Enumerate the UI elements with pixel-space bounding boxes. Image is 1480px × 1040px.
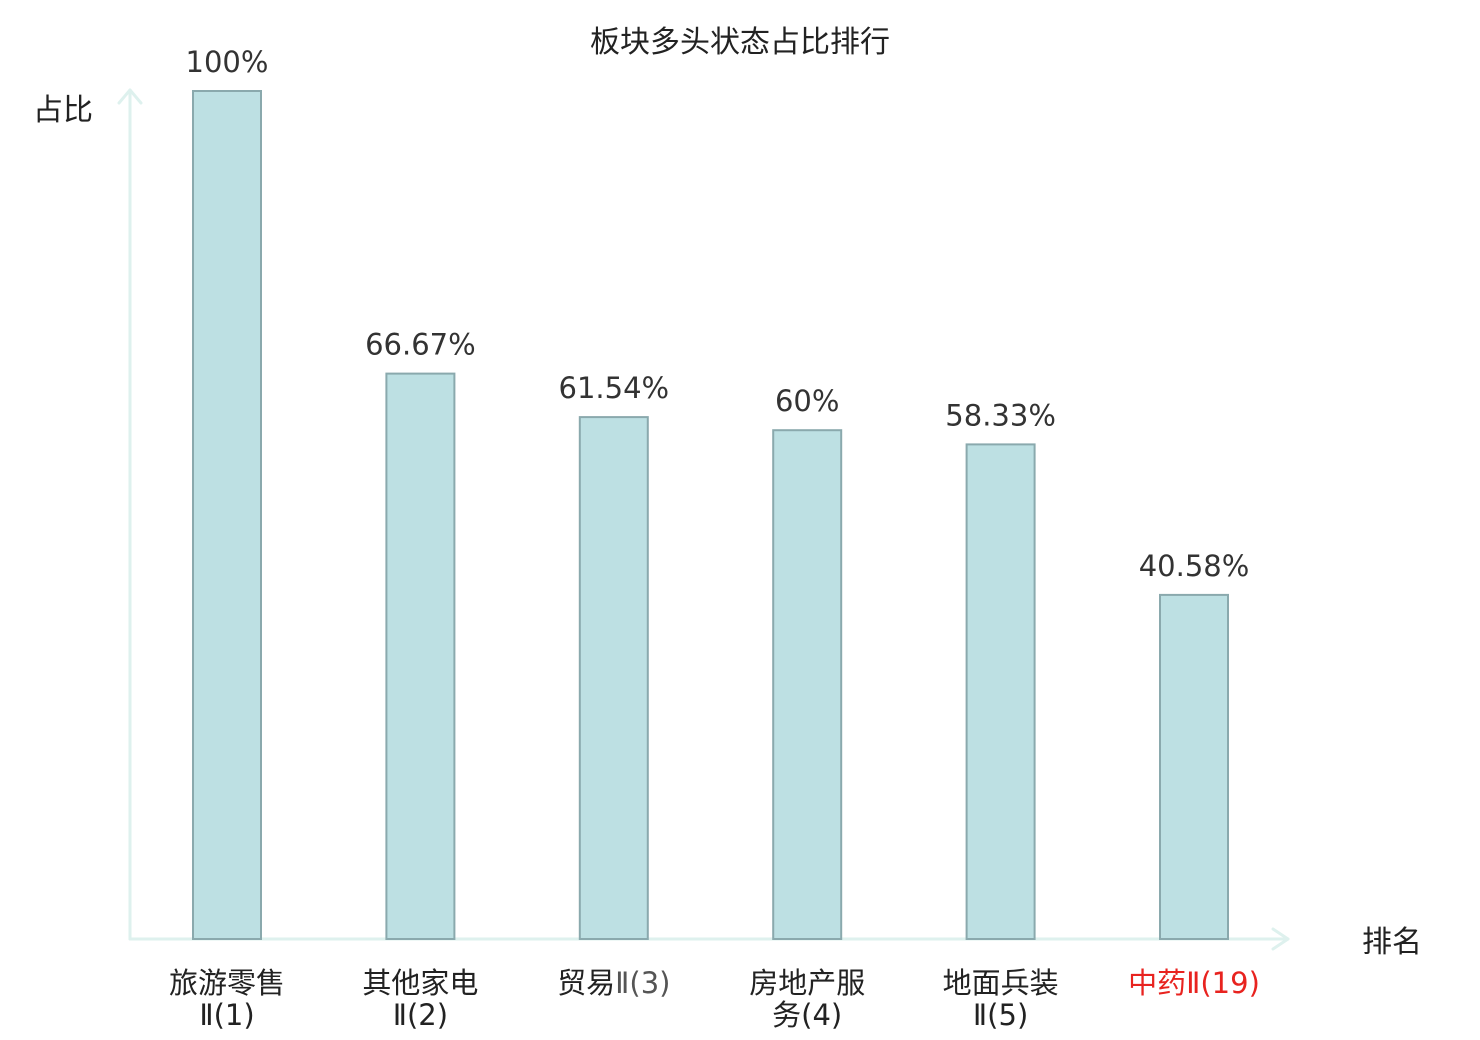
bar-5	[965, 443, 1036, 940]
bar-2	[385, 372, 456, 941]
category-label-6: 中药Ⅱ(19)	[1128, 966, 1260, 1000]
value-labels: 100% 66.67% 61.54% 60% 58.33% 40.58%	[186, 45, 1250, 583]
value-label-2: 66.67%	[365, 328, 476, 362]
category-label-1: 旅游零售	[169, 966, 285, 1000]
category-sublabel-1: Ⅱ(1)	[199, 998, 254, 1032]
bar-4	[772, 429, 843, 940]
category-label-5: 地面兵装	[943, 966, 1059, 1000]
y-axis-title: 占比	[33, 93, 93, 128]
value-label-4: 60%	[775, 384, 839, 418]
y-axis-arrow	[117, 88, 143, 105]
chart-title: 板块多头状态占比排行	[590, 25, 890, 60]
bars	[192, 90, 1229, 941]
axes	[117, 88, 1290, 951]
value-label-3: 61.54%	[559, 371, 670, 405]
category-label-3: 贸易Ⅱ(3)	[557, 966, 670, 1000]
x-axis-title: 排名	[1362, 925, 1422, 960]
bar-1	[192, 90, 262, 940]
category-label-4: 房地产服	[749, 966, 865, 1000]
category-sublabel-4: 务(4)	[772, 998, 842, 1032]
value-label-1: 100%	[186, 45, 269, 79]
category-sublabel-2: Ⅱ(2)	[393, 998, 448, 1032]
category-sublabel-5: Ⅱ(5)	[973, 998, 1028, 1032]
bar-3	[578, 416, 649, 941]
value-label-5: 58.33%	[945, 398, 1056, 432]
value-label-6: 40.58%	[1139, 549, 1250, 583]
bar-6	[1159, 593, 1229, 941]
category-label-2: 其他家电	[362, 966, 478, 1000]
x-axis-arrow	[1271, 927, 1290, 951]
